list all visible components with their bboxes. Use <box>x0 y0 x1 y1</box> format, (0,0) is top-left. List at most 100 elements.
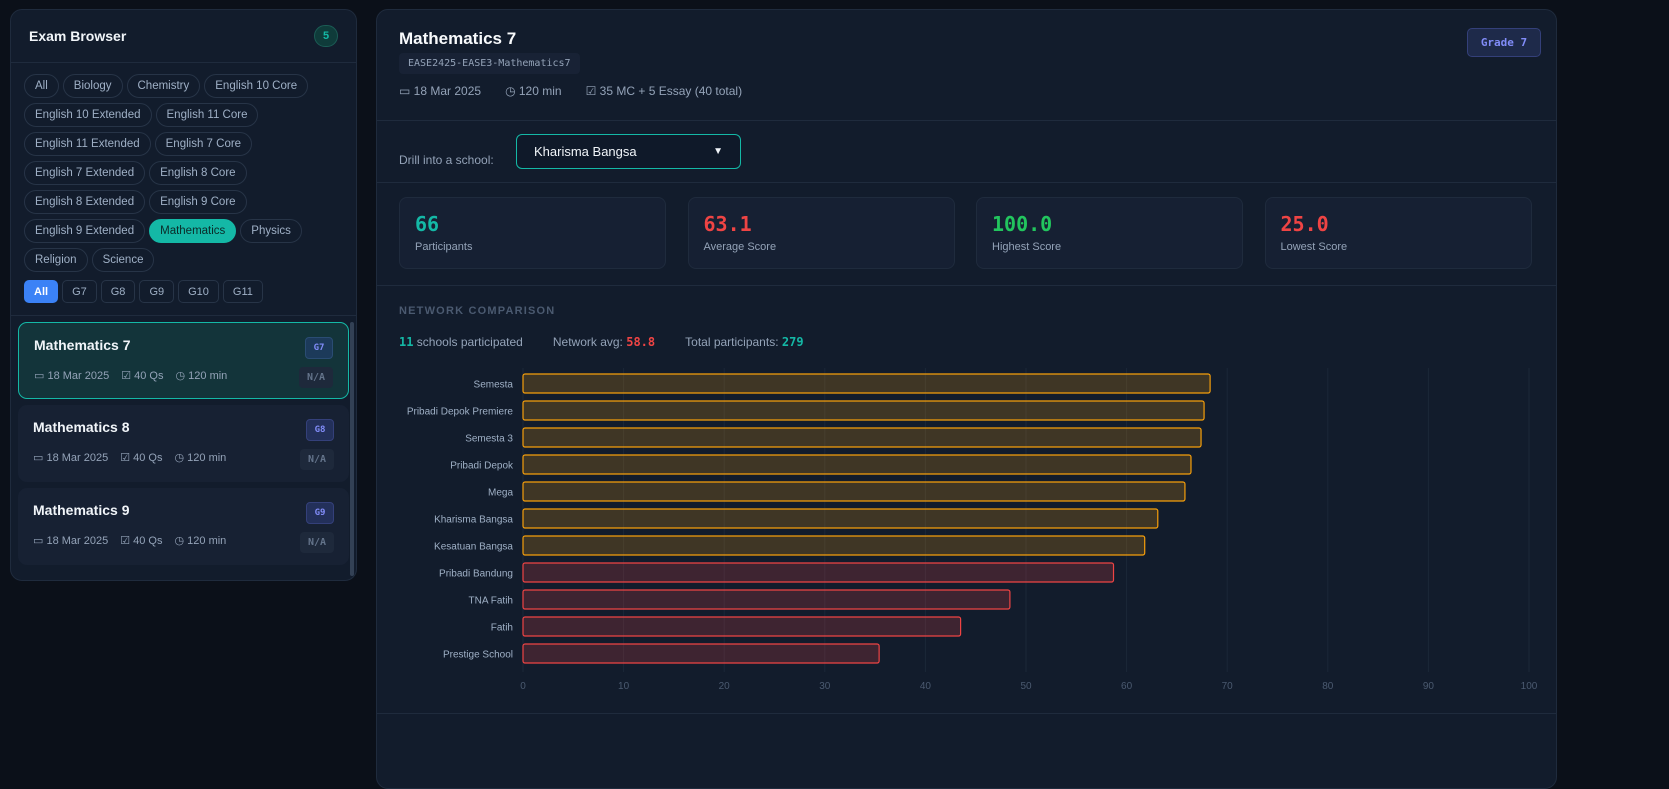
y-category-label: Fatih <box>491 623 513 634</box>
exam-count-badge: 5 <box>314 25 338 47</box>
scrollbar[interactable] <box>350 322 354 576</box>
subject-chip-english-8-extended[interactable]: English 8 Extended <box>24 190 146 214</box>
section-title: NETWORK COMPARISON <box>399 305 556 317</box>
total-participants: Total participants: 279 <box>685 335 804 349</box>
exam-duration: ◷ 120 min <box>174 452 227 464</box>
exam-duration: ◷ 120 min <box>174 535 227 547</box>
checkbox-icon: ☑ <box>120 535 134 547</box>
exam-code: EASE2425-EASE3-Mathematics7 <box>399 53 580 74</box>
grade-filter-g8[interactable]: G8 <box>100 280 136 303</box>
x-tick-label: 40 <box>920 681 932 692</box>
y-category-label: Semesta 3 <box>465 434 513 445</box>
subject-chip-religion[interactable]: Religion <box>24 248 88 272</box>
clock-icon: ◷ <box>174 535 188 547</box>
subject-chip-english-9-core[interactable]: English 9 Core <box>149 190 247 214</box>
exam-card[interactable]: Mathematics 8 ▭ 18 Mar 2025 ☑ 40 Qs ◷ 12… <box>18 405 349 482</box>
stat-label: Lowest Score <box>1280 241 1348 253</box>
checkbox-icon: ☑ <box>585 84 600 98</box>
bar-kharisma-bangsa <box>522 508 1159 529</box>
checkbox-icon: ☑ <box>120 452 134 464</box>
y-category-label: Mega <box>488 488 513 499</box>
subject-chip-mathematics[interactable]: Mathematics <box>149 219 237 243</box>
exam-date: ▭ 18 Mar 2025 <box>34 370 110 382</box>
bar-mega <box>522 481 1186 502</box>
bar-pribadi-depok-premiere <box>522 400 1205 421</box>
grade-badge: G7 <box>305 337 333 359</box>
subject-chip-english-9-extended[interactable]: English 9 Extended <box>24 219 146 243</box>
x-tick-label: 80 <box>1322 681 1334 692</box>
x-tick-label: 90 <box>1423 681 1435 692</box>
calendar-icon: ▭ <box>33 452 47 464</box>
y-category-label: Semesta <box>474 380 514 391</box>
subject-chip-english-8-core[interactable]: English 8 Core <box>149 161 247 185</box>
subject-chip-science[interactable]: Science <box>91 248 155 272</box>
subject-chip-biology[interactable]: Biology <box>62 74 123 98</box>
subject-chip-english-11-core[interactable]: English 11 Core <box>155 103 259 127</box>
stat-label: Highest Score <box>992 241 1062 253</box>
calendar-icon: ▭ <box>33 535 47 547</box>
exam-list: Mathematics 7 ▭ 18 Mar 2025 ☑ 40 Qs ◷ 12… <box>11 316 356 571</box>
bar-pribadi-depok <box>522 454 1192 475</box>
grade-filter-g9[interactable]: G9 <box>139 280 175 303</box>
x-tick-label: 100 <box>1521 681 1538 692</box>
network-average: Network avg: 58.8 <box>552 335 656 349</box>
grade-filters: All G7 G8 G9 G10 G11 <box>11 272 356 303</box>
grade-filter-all[interactable]: All <box>24 280 59 303</box>
x-tick-label: 20 <box>719 681 731 692</box>
exam-date: ▭ 18 Mar 2025 <box>33 535 109 547</box>
subject-chip-english-7-core[interactable]: English 7 Core <box>154 132 253 156</box>
clock-icon: ◷ <box>505 84 519 98</box>
bar-prestige-school <box>522 643 880 664</box>
stat-card-average-score: 63.1 Average Score <box>687 197 955 269</box>
x-tick-label: 30 <box>819 681 831 692</box>
subject-chip-english-10-extended[interactable]: English 10 Extended <box>24 103 152 127</box>
exam-questions: ☑ 35 MC + 5 Essay (40 total) <box>585 84 743 98</box>
x-tick-label: 0 <box>520 681 526 692</box>
subject-chip-physics[interactable]: Physics <box>240 219 302 243</box>
exam-card[interactable]: Mathematics 7 ▭ 18 Mar 2025 ☑ 40 Qs ◷ 12… <box>18 322 349 399</box>
subject-chip-all[interactable]: All <box>24 74 59 98</box>
stat-card-lowest-score: 25.0 Lowest Score <box>1264 197 1532 269</box>
subject-chip-english-11-extended[interactable]: English 11 Extended <box>24 132 151 156</box>
subject-chip-english-10-core[interactable]: English 10 Core <box>204 74 309 98</box>
chevron-down-icon: ▼ <box>713 146 723 157</box>
y-category-label: Pribadi Depok Premiere <box>407 407 514 418</box>
exam-detail-panel: Mathematics 7 EASE2425-EASE3-Mathematics… <box>376 9 1557 789</box>
subject-filters: All Biology Chemistry English 10 Core Englis… <box>11 63 356 272</box>
school-select[interactable]: Kharisma Bangsa ▼ <box>516 134 741 169</box>
grade-filter-g7[interactable]: G7 <box>62 280 97 303</box>
grade-filter-g10[interactable]: G10 <box>178 280 219 303</box>
exam-date: ▭ 18 Mar 2025 <box>33 452 109 464</box>
score-badge: N/A <box>300 532 334 553</box>
subject-chip-chemistry[interactable]: Chemistry <box>126 74 201 98</box>
exam-card[interactable]: Mathematics 9 ▭ 18 Mar 2025 ☑ 40 Qs ◷ 12… <box>18 488 349 565</box>
calendar-icon: ▭ <box>399 84 414 98</box>
bar-semesta-3 <box>522 427 1202 448</box>
stat-card-participants: 66 Participants <box>399 197 666 269</box>
exam-date: ▭ 18 Mar 2025 <box>399 84 482 98</box>
bar-kesatuan-bangsa <box>522 535 1146 556</box>
clock-icon: ◷ <box>174 452 188 464</box>
stat-label: Participants <box>415 241 473 253</box>
y-category-label: Prestige School <box>443 650 513 661</box>
score-badge: N/A <box>299 367 333 388</box>
sidebar-title: Exam Browser <box>29 28 127 44</box>
x-tick-label: 10 <box>618 681 630 692</box>
stat-card-highest-score: 100.0 Highest Score <box>976 197 1243 269</box>
checkbox-icon: ☑ <box>121 370 135 382</box>
score-badge: N/A <box>300 449 334 470</box>
grade-badge: G8 <box>306 419 334 441</box>
exam-duration: ◷ 120 min <box>175 370 228 382</box>
subject-chip-english-7-extended[interactable]: English 7 Extended <box>24 161 146 185</box>
exam-name: Mathematics 9 <box>33 502 130 518</box>
exam-duration: ◷ 120 min <box>505 84 562 98</box>
schools-count: 11 schools participated <box>399 335 523 349</box>
x-tick-label: 50 <box>1020 681 1032 692</box>
grade-filter-g11[interactable]: G11 <box>222 280 263 303</box>
grade-badge: G9 <box>306 502 334 524</box>
exam-questions: ☑ 40 Qs <box>121 370 164 382</box>
y-category-label: Kesatuan Bangsa <box>434 542 513 553</box>
x-tick-label: 70 <box>1222 681 1234 692</box>
bar-pribadi-bandung <box>522 562 1115 583</box>
grade-badge: Grade 7 <box>1467 28 1541 57</box>
